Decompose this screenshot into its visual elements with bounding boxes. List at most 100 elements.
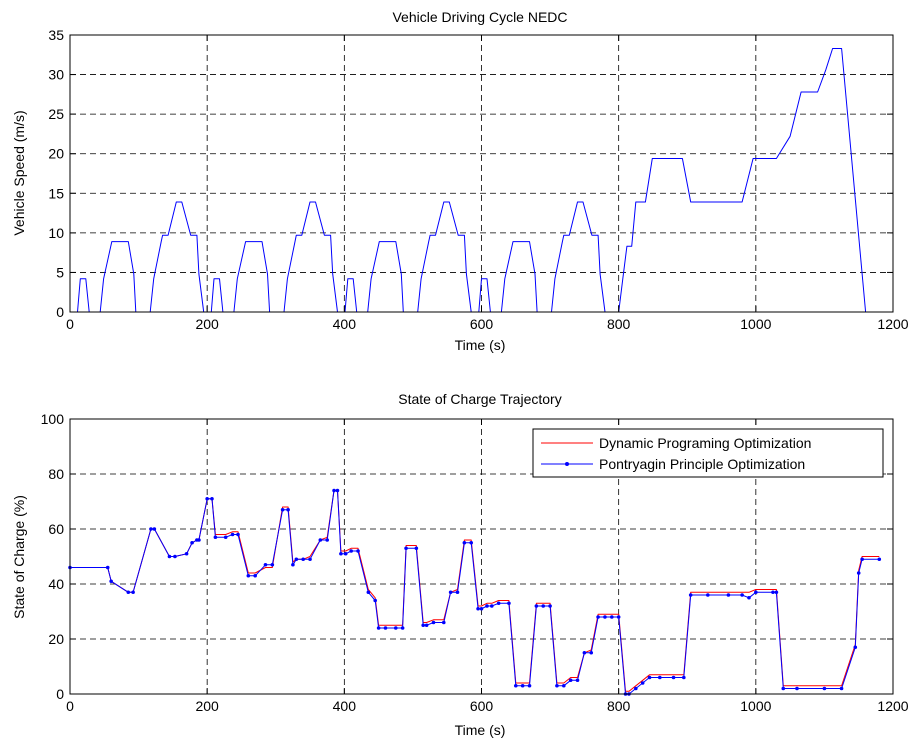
soc-chart-point — [479, 606, 484, 611]
soc-chart-point — [726, 593, 731, 597]
soc-chart-point — [774, 590, 779, 595]
soc-chart-point — [325, 538, 329, 542]
soc-chart-point — [421, 623, 426, 628]
soc-chart-point — [213, 535, 218, 540]
soc-chart-point — [246, 573, 251, 578]
speed-chart-xtick-label: 800 — [607, 316, 631, 332]
soc-chart-point — [575, 678, 580, 683]
soc-chart-point — [270, 562, 275, 567]
soc-chart-point — [568, 678, 573, 683]
speed-chart-ytick-label: 35 — [48, 27, 64, 43]
soc-chart-point — [393, 626, 398, 630]
soc-chart-point — [658, 675, 662, 680]
speed-chart-ytick-label: 5 — [56, 264, 64, 280]
speed-chart-ytick-label: 25 — [48, 106, 64, 122]
soc-chart-point — [706, 593, 710, 597]
speed-chart: 0 200 400 600 800 1000 1200 0 5 10 15 20 25 30 35 Vehic… — [11, 9, 909, 353]
soc-chart-point — [589, 650, 594, 655]
soc-chart-point — [335, 488, 340, 493]
soc-chart-point — [190, 540, 194, 545]
soc-chart-point — [647, 675, 652, 680]
soc-chart-point — [476, 606, 480, 611]
soc-chart-point — [184, 551, 189, 556]
soc-chart-point — [781, 686, 786, 691]
soc-chart-point — [152, 527, 157, 531]
soc-chart-point — [671, 675, 676, 680]
speed-chart-ytick-label: 30 — [48, 67, 64, 83]
soc-chart-point — [332, 488, 336, 493]
soc-chart-point — [527, 683, 532, 688]
soc-chart-point — [616, 615, 621, 619]
soc-chart-point — [740, 593, 744, 597]
soc-chart-point — [149, 527, 153, 531]
soc-chart: 0 200 400 600 800 1000 1200 0 20 40 60 80 100 Dynamic… — [11, 391, 909, 738]
soc-chart-point — [400, 626, 405, 630]
soc-chart-point — [404, 546, 408, 551]
speed-chart-ytick-label: 15 — [48, 185, 64, 201]
soc-chart-legend-marker — [565, 462, 569, 466]
soc-chart-legend-box — [532, 428, 884, 478]
soc-chart-point — [431, 620, 436, 625]
soc-chart-point — [236, 532, 240, 537]
speed-chart-xtick-label: 1200 — [877, 316, 908, 332]
soc-chart-point — [507, 601, 511, 606]
soc-chart-point — [286, 507, 290, 512]
soc-chart-point — [294, 557, 299, 562]
soc-chart-xtick-label: 200 — [195, 698, 219, 714]
speed-chart-xtick-label: 1000 — [740, 316, 771, 332]
soc-chart-xtick-label: 400 — [333, 698, 357, 714]
soc-chart-xtick-label: 1000 — [740, 698, 771, 714]
soc-chart-point — [424, 623, 429, 628]
soc-chart-point — [383, 626, 388, 630]
speed-chart-ylabel: Vehicle Speed (m/s) — [11, 110, 27, 235]
soc-chart-point — [253, 573, 257, 578]
speed-chart-xtick-label: 600 — [470, 316, 494, 332]
soc-chart-point — [223, 535, 228, 540]
soc-chart-point — [489, 604, 494, 608]
speed-chart-xtick-label: 400 — [333, 316, 357, 332]
soc-chart-point — [376, 626, 381, 630]
soc-chart-point — [610, 615, 614, 619]
soc-chart-point — [603, 615, 607, 619]
soc-chart-point — [640, 681, 645, 685]
soc-chart-point — [485, 604, 489, 608]
soc-chart-ytick-label: 100 — [41, 411, 65, 427]
soc-chart-point — [291, 562, 295, 567]
soc-chart-point — [366, 590, 371, 595]
soc-chart-point — [105, 565, 110, 570]
soc-chart-legend-label: Pontryagin Principle Optimization — [599, 456, 805, 472]
soc-chart-point — [308, 557, 312, 562]
soc-chart-ytick-label: 40 — [48, 576, 64, 592]
soc-chart-point — [795, 686, 799, 691]
soc-chart-xtick-label: 800 — [607, 698, 631, 714]
soc-chart-point — [513, 683, 518, 688]
soc-chart-point — [280, 507, 285, 512]
soc-chart-point — [555, 683, 559, 688]
soc-chart-ylabel: State of Charge (%) — [11, 495, 27, 619]
soc-chart-point — [596, 615, 600, 619]
soc-chart-point — [853, 645, 858, 650]
soc-chart-ytick-label: 20 — [48, 631, 64, 647]
soc-chart-point — [448, 590, 453, 595]
soc-chart-point — [582, 650, 587, 655]
soc-chart-point — [197, 538, 201, 542]
soc-chart-point — [520, 683, 525, 688]
soc-chart-legend: Dynamic Programing Optimization Pontryagi… — [532, 428, 884, 478]
soc-chart-point — [373, 598, 377, 603]
soc-chart-point — [839, 686, 844, 691]
speed-chart-xlabel: Time (s) — [455, 337, 506, 353]
soc-chart-point — [109, 579, 113, 584]
soc-chart-point — [356, 549, 360, 553]
speed-chart-xtick-label: 200 — [195, 316, 219, 332]
soc-chart-point — [230, 532, 235, 537]
soc-chart-ytick-label: 80 — [48, 466, 64, 482]
soc-chart-point — [167, 554, 172, 559]
soc-chart-point — [126, 590, 131, 595]
soc-chart-point — [469, 540, 474, 545]
soc-chart-point — [131, 590, 135, 595]
soc-chart-point — [548, 604, 552, 608]
soc-chart-point — [754, 590, 758, 595]
soc-chart-ytick-label: 60 — [48, 521, 64, 537]
soc-chart-xlabel: Time (s) — [455, 722, 506, 738]
